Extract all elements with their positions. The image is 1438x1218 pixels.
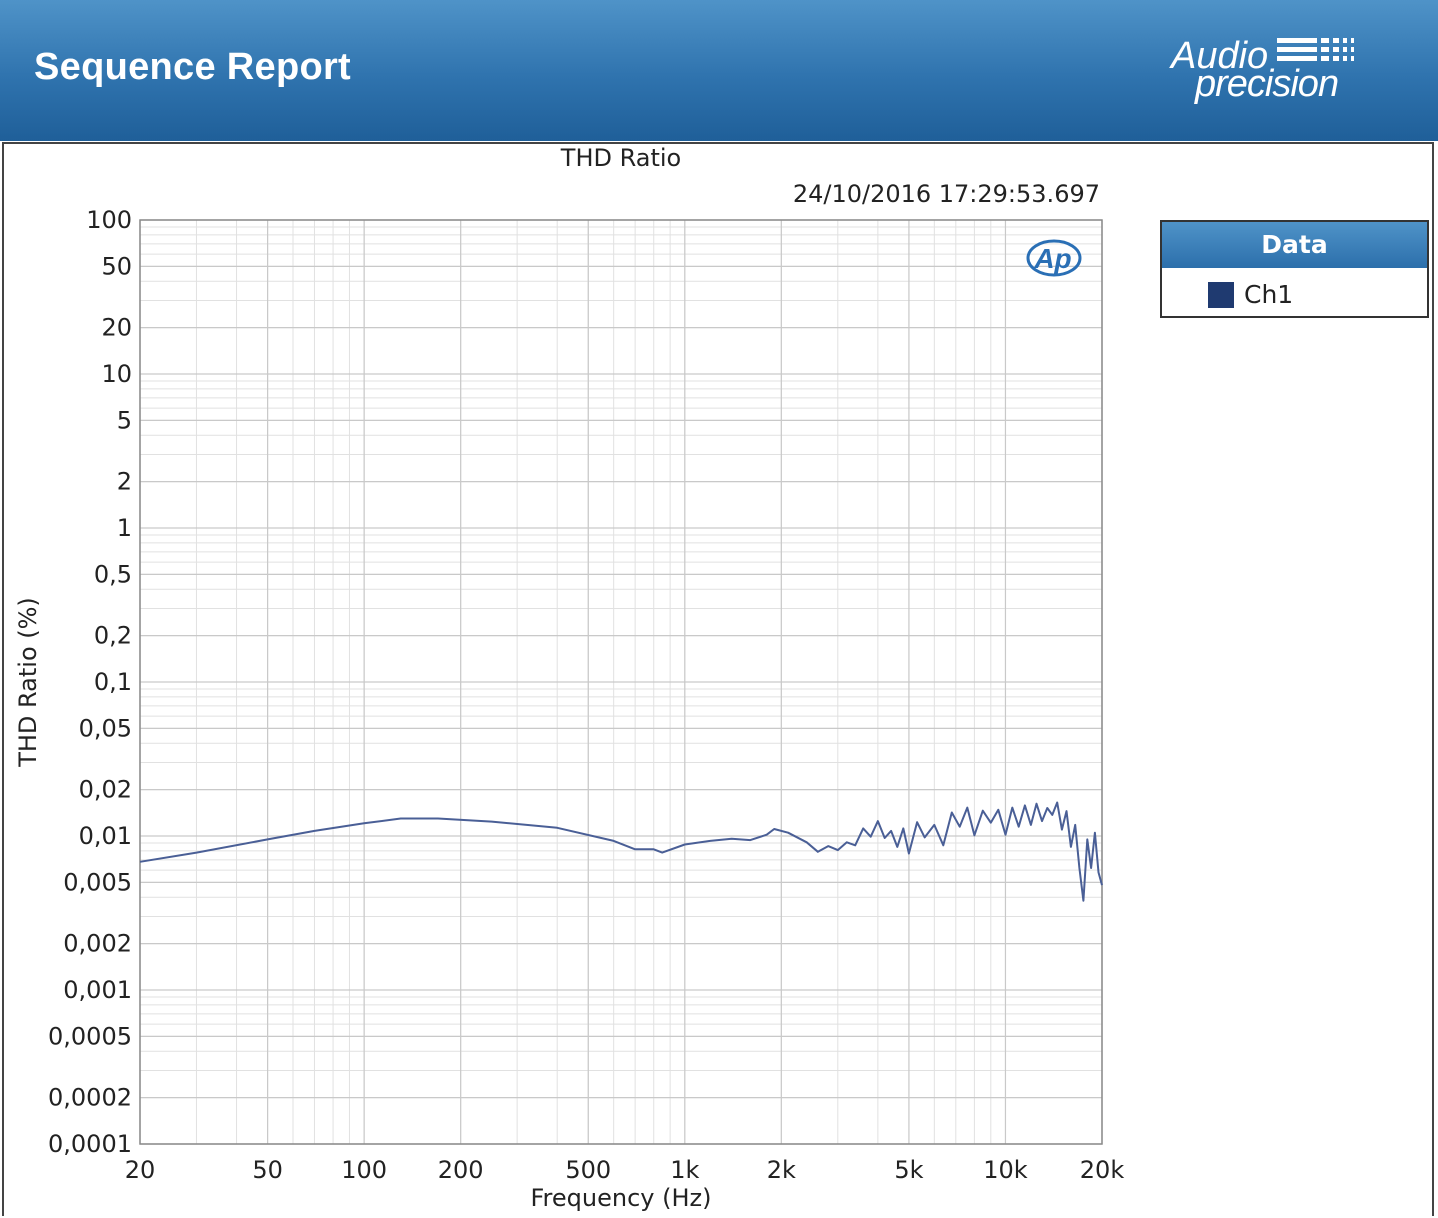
ap-watermark-icon [1026,239,1082,277]
y-tick-label: 0,05 [79,714,132,742]
x-tick-label: 100 [341,1156,387,1184]
y-tick-label: 50 [101,252,132,280]
y-tick-label: 0,001 [63,976,132,1004]
series-line-ch1 [139,801,1103,902]
ap-watermark-text: Ap [1033,243,1071,274]
y-tick-label: 0,005 [63,868,132,896]
y-tick-label: 0,1 [94,668,132,696]
x-tick-label: 20k [1080,1156,1125,1184]
y-tick-label: 2 [117,468,132,496]
report-title: Sequence Report [34,46,352,88]
y-tick-label: 20 [101,314,132,342]
chart-title: THD Ratio [560,144,681,172]
y-tick-label: 0,5 [94,560,132,588]
legend-box: Data Ch1 [1160,220,1429,318]
legend-swatch-ch1 [1208,282,1234,308]
y-tick-label: 0,002 [63,930,132,958]
audio-precision-logo: Audio precision [1169,35,1354,105]
y-axis-label: THD Ratio (%) [14,597,42,768]
y-tick-label: 0,02 [79,776,132,804]
logo-text-top: Audio [1169,35,1268,77]
x-tick-label: 20 [125,1156,156,1184]
logo-bars-icon [1277,38,1354,61]
x-tick-label: 2k [767,1156,796,1184]
chart-timestamp: 24/10/2016 17:29:53.697 [793,180,1100,208]
x-axis-label: Frequency (Hz) [531,1184,712,1212]
legend-title: Data [1162,222,1427,268]
y-tick-label: 0,0002 [48,1084,132,1112]
plot-frame [139,219,1103,1145]
y-tick-label: 100 [86,206,132,234]
y-tick-label: 0,01 [79,822,132,850]
y-tick-label: 10 [101,360,132,388]
x-tick-label: 10k [983,1156,1028,1184]
y-tick-label: 1 [117,514,132,542]
y-tick-label: 0,0005 [48,1022,132,1050]
thd-chart: 20 50 100 200 500 1k 2k 5k 10k 20k 100 50 20 10 5 2 1 0,5… [14,144,1125,1212]
legend-label-ch1: Ch1 [1244,280,1294,309]
y-tick-label: 0,2 [94,622,132,650]
logo-text-bottom: precision [1194,63,1338,105]
report-panel: 20 50 100 200 500 1k 2k 5k 10k 20k 100 50 20 10 5 2 1 0,5… [2,142,1434,1216]
x-tick-label: 1k [670,1156,699,1184]
x-tick-label: 200 [438,1156,484,1184]
x-tick-label: 5k [894,1156,923,1184]
x-tick-label: 50 [252,1156,283,1184]
x-tick-label: 500 [565,1156,611,1184]
report-header: Sequence Report Audio precision [0,0,1438,141]
y-tick-label: 0,0001 [48,1130,132,1158]
y-tick-label: 5 [117,406,132,434]
